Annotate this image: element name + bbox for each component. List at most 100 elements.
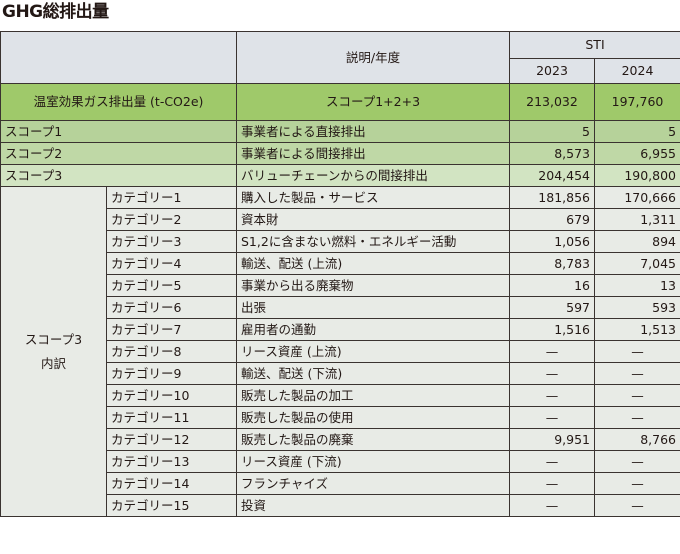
total-value-2024: 197,760 bbox=[593, 83, 680, 121]
scope-label: スコープ2 bbox=[0, 142, 237, 165]
category-description: 事業から出る廃棄物 bbox=[236, 274, 510, 297]
category-description: 販売した製品の廃棄 bbox=[236, 428, 510, 451]
category-value-2023: — bbox=[509, 384, 595, 407]
total-label: 温室効果ガス排出量 (t-CO2e) bbox=[0, 83, 237, 121]
category-value-2024: — bbox=[593, 472, 680, 495]
category-label: カテゴリー7 bbox=[106, 318, 237, 341]
scope-value-2024: 190,800 bbox=[593, 164, 680, 187]
category-value-2023: — bbox=[509, 494, 595, 517]
category-label: カテゴリー2 bbox=[106, 208, 237, 231]
category-value-2024: — bbox=[593, 406, 680, 429]
category-value-2024: — bbox=[593, 450, 680, 473]
scope-value-2023: 5 bbox=[509, 120, 595, 143]
category-label: カテゴリー12 bbox=[106, 428, 237, 451]
total-value-2023: 213,032 bbox=[509, 83, 595, 121]
scope-label: スコープ3 bbox=[0, 164, 237, 187]
category-value-2023: 1,056 bbox=[509, 230, 595, 253]
header-year-2023: 2023 bbox=[509, 58, 595, 84]
category-label: カテゴリー13 bbox=[106, 450, 237, 473]
category-value-2024: — bbox=[593, 362, 680, 385]
total-row: 温室効果ガス排出量 (t-CO2e) スコープ1+2+3 213,032 197… bbox=[0, 83, 680, 121]
header-group-sti: STI bbox=[508, 31, 680, 59]
category-description: 購入した製品・サービス bbox=[236, 186, 510, 209]
category-row: カテゴリー10 販売した製品の加工 — — bbox=[1, 384, 680, 407]
category-description: S1,2に含まない燃料・エネルギー活動 bbox=[236, 230, 510, 253]
breakdown-label-line1: スコープ3 bbox=[24, 331, 83, 347]
scope-value-2024: 6,955 bbox=[593, 142, 680, 165]
category-value-2023: 181,856 bbox=[509, 186, 595, 209]
category-value-2024: 13 bbox=[593, 274, 680, 297]
category-value-2023: — bbox=[509, 472, 595, 495]
category-value-2024: — bbox=[593, 340, 680, 363]
category-row: カテゴリー9 輸送、配送 (下流) — — bbox=[1, 362, 680, 385]
category-value-2024: 170,666 bbox=[593, 186, 680, 209]
category-label: カテゴリー8 bbox=[106, 340, 237, 363]
scope-description: 事業者による間接排出 bbox=[236, 142, 510, 165]
scope-row: スコープ2 事業者による間接排出 8,573 6,955 bbox=[0, 142, 680, 165]
category-value-2023: — bbox=[509, 340, 595, 363]
category-label: カテゴリー5 bbox=[106, 274, 237, 297]
header-blank-cell bbox=[0, 31, 237, 84]
scope-value-2023: 204,454 bbox=[509, 164, 595, 187]
category-label: カテゴリー10 bbox=[106, 384, 237, 407]
category-value-2024: 894 bbox=[593, 230, 680, 253]
scope3-breakdown-label: スコープ3 内訳 bbox=[0, 186, 107, 517]
category-value-2023: 16 bbox=[509, 274, 595, 297]
category-value-2023: 1,516 bbox=[509, 318, 595, 341]
category-description: フランチャイズ bbox=[236, 472, 510, 495]
category-row: カテゴリー2 資本財 679 1,311 bbox=[1, 208, 680, 231]
category-value-2024: — bbox=[593, 494, 680, 517]
category-row: カテゴリー3 S1,2に含まない燃料・エネルギー活動 1,056 894 bbox=[1, 230, 680, 253]
scope-row: スコープ1 事業者による直接排出 5 5 bbox=[0, 120, 680, 143]
category-value-2024: — bbox=[593, 384, 680, 407]
scope-description: バリューチェーンからの間接排出 bbox=[236, 164, 510, 187]
category-description: 販売した製品の加工 bbox=[236, 384, 510, 407]
category-value-2024: 1,311 bbox=[593, 208, 680, 231]
category-row: カテゴリー4 輸送、配送 (上流) 8,783 7,045 bbox=[1, 252, 680, 275]
category-row: スコープ3 内訳 カテゴリー1 購入した製品・サービス 181,856 170,666 bbox=[0, 186, 680, 517]
category-description: 輸送、配送 (下流) bbox=[236, 362, 510, 385]
scope-description: 事業者による直接排出 bbox=[236, 120, 510, 143]
scope-label: スコープ1 bbox=[0, 120, 237, 143]
breakdown-label-line2: 内訳 bbox=[40, 355, 66, 371]
category-description: リース資産 (上流) bbox=[236, 340, 510, 363]
category-label: カテゴリー1 bbox=[106, 186, 237, 209]
category-value-2024: 8,766 bbox=[593, 428, 680, 451]
header-year-2024: 2024 bbox=[593, 58, 680, 84]
category-description: 販売した製品の使用 bbox=[236, 406, 510, 429]
category-row: カテゴリー15 投資 — — bbox=[1, 494, 680, 517]
total-description: スコープ1+2+3 bbox=[236, 83, 510, 121]
category-row: カテゴリー5 事業から出る廃棄物 16 13 bbox=[1, 274, 680, 297]
category-description: リース資産 (下流) bbox=[236, 450, 510, 473]
category-label: カテゴリー4 bbox=[106, 252, 237, 275]
category-value-2023: — bbox=[509, 406, 595, 429]
category-row: カテゴリー7 雇用者の通勤 1,516 1,513 bbox=[1, 318, 680, 341]
category-label: カテゴリー15 bbox=[106, 494, 237, 517]
category-label: カテゴリー14 bbox=[106, 472, 237, 495]
category-label: カテゴリー9 bbox=[106, 362, 237, 385]
category-label: カテゴリー11 bbox=[106, 406, 237, 429]
scope-row: スコープ3 バリューチェーンからの間接排出 204,454 190,800 bbox=[0, 164, 680, 187]
category-value-2023: — bbox=[509, 450, 595, 473]
category-row: カテゴリー8 リース資産 (上流) — — bbox=[1, 340, 680, 363]
category-label: カテゴリー6 bbox=[106, 296, 237, 319]
page-title: GHG総排出量 bbox=[2, 2, 109, 22]
category-value-2023: 597 bbox=[509, 296, 595, 319]
category-value-2023: 9,951 bbox=[509, 428, 595, 451]
category-row: カテゴリー14 フランチャイズ — — bbox=[1, 472, 680, 495]
category-value-2024: 1,513 bbox=[593, 318, 680, 341]
category-value-2024: 7,045 bbox=[593, 252, 680, 275]
category-row: カテゴリー6 出張 597 593 bbox=[1, 296, 680, 319]
category-value-2023: — bbox=[509, 362, 595, 385]
scope-value-2024: 5 bbox=[593, 120, 680, 143]
category-description: 資本財 bbox=[236, 208, 510, 231]
category-description: 雇用者の通勤 bbox=[236, 318, 510, 341]
category-description: 投資 bbox=[236, 494, 510, 517]
category-description: 輸送、配送 (上流) bbox=[236, 252, 510, 275]
category-description: 出張 bbox=[236, 296, 510, 319]
ghg-emissions-table: 説明/年度 STI 2023 2024 温室効果ガス排出量 (t-CO2e) ス… bbox=[0, 31, 680, 517]
category-value-2023: 8,783 bbox=[509, 252, 595, 275]
header-description: 説明/年度 bbox=[236, 31, 510, 84]
category-label: カテゴリー3 bbox=[106, 230, 237, 253]
category-value-2024: 593 bbox=[593, 296, 680, 319]
